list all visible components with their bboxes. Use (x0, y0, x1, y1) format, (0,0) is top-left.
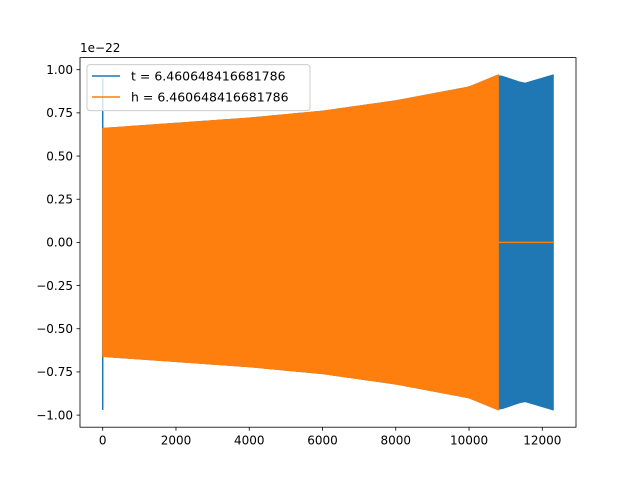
y-tick-label: −1.00 (36, 408, 73, 422)
series-layer (101, 74, 554, 411)
legend: t = 6.460648416681786 h = 6.460648416681… (86, 64, 311, 112)
y-tick-label: 0.50 (46, 149, 73, 163)
y-tick-label: 0.25 (46, 193, 73, 207)
y-tick-label: 1.00 (46, 63, 73, 77)
y-axis: −1.00 −0.75 −0.50 −0.25 0.00 0.25 0.50 0.75 1.00 (36, 63, 80, 422)
x-tick-label: 8000 (380, 434, 411, 448)
y-tick-label: −0.25 (36, 279, 73, 293)
y-offset-label: 1e−22 (80, 41, 120, 55)
legend-box (86, 64, 311, 112)
legend-label-t: t = 6.460648416681786 (131, 69, 286, 84)
y-tick-label: −0.75 (36, 365, 73, 379)
y-tick-label: 0.00 (46, 236, 73, 250)
x-tick-label: 10000 (450, 434, 488, 448)
x-tick-label: 6000 (307, 434, 338, 448)
y-tick-label: −0.50 (36, 322, 73, 336)
x-axis: 0 2000 4000 6000 8000 10000 12000 (99, 427, 561, 448)
y-tick-label: 0.75 (46, 106, 73, 120)
series-h-band (102, 74, 499, 411)
x-tick-label: 0 (99, 434, 107, 448)
x-tick-label: 4000 (234, 434, 265, 448)
x-tick-label: 12000 (523, 434, 561, 448)
x-tick-label: 2000 (161, 434, 192, 448)
legend-label-h: h = 6.460648416681786 (131, 90, 289, 105)
